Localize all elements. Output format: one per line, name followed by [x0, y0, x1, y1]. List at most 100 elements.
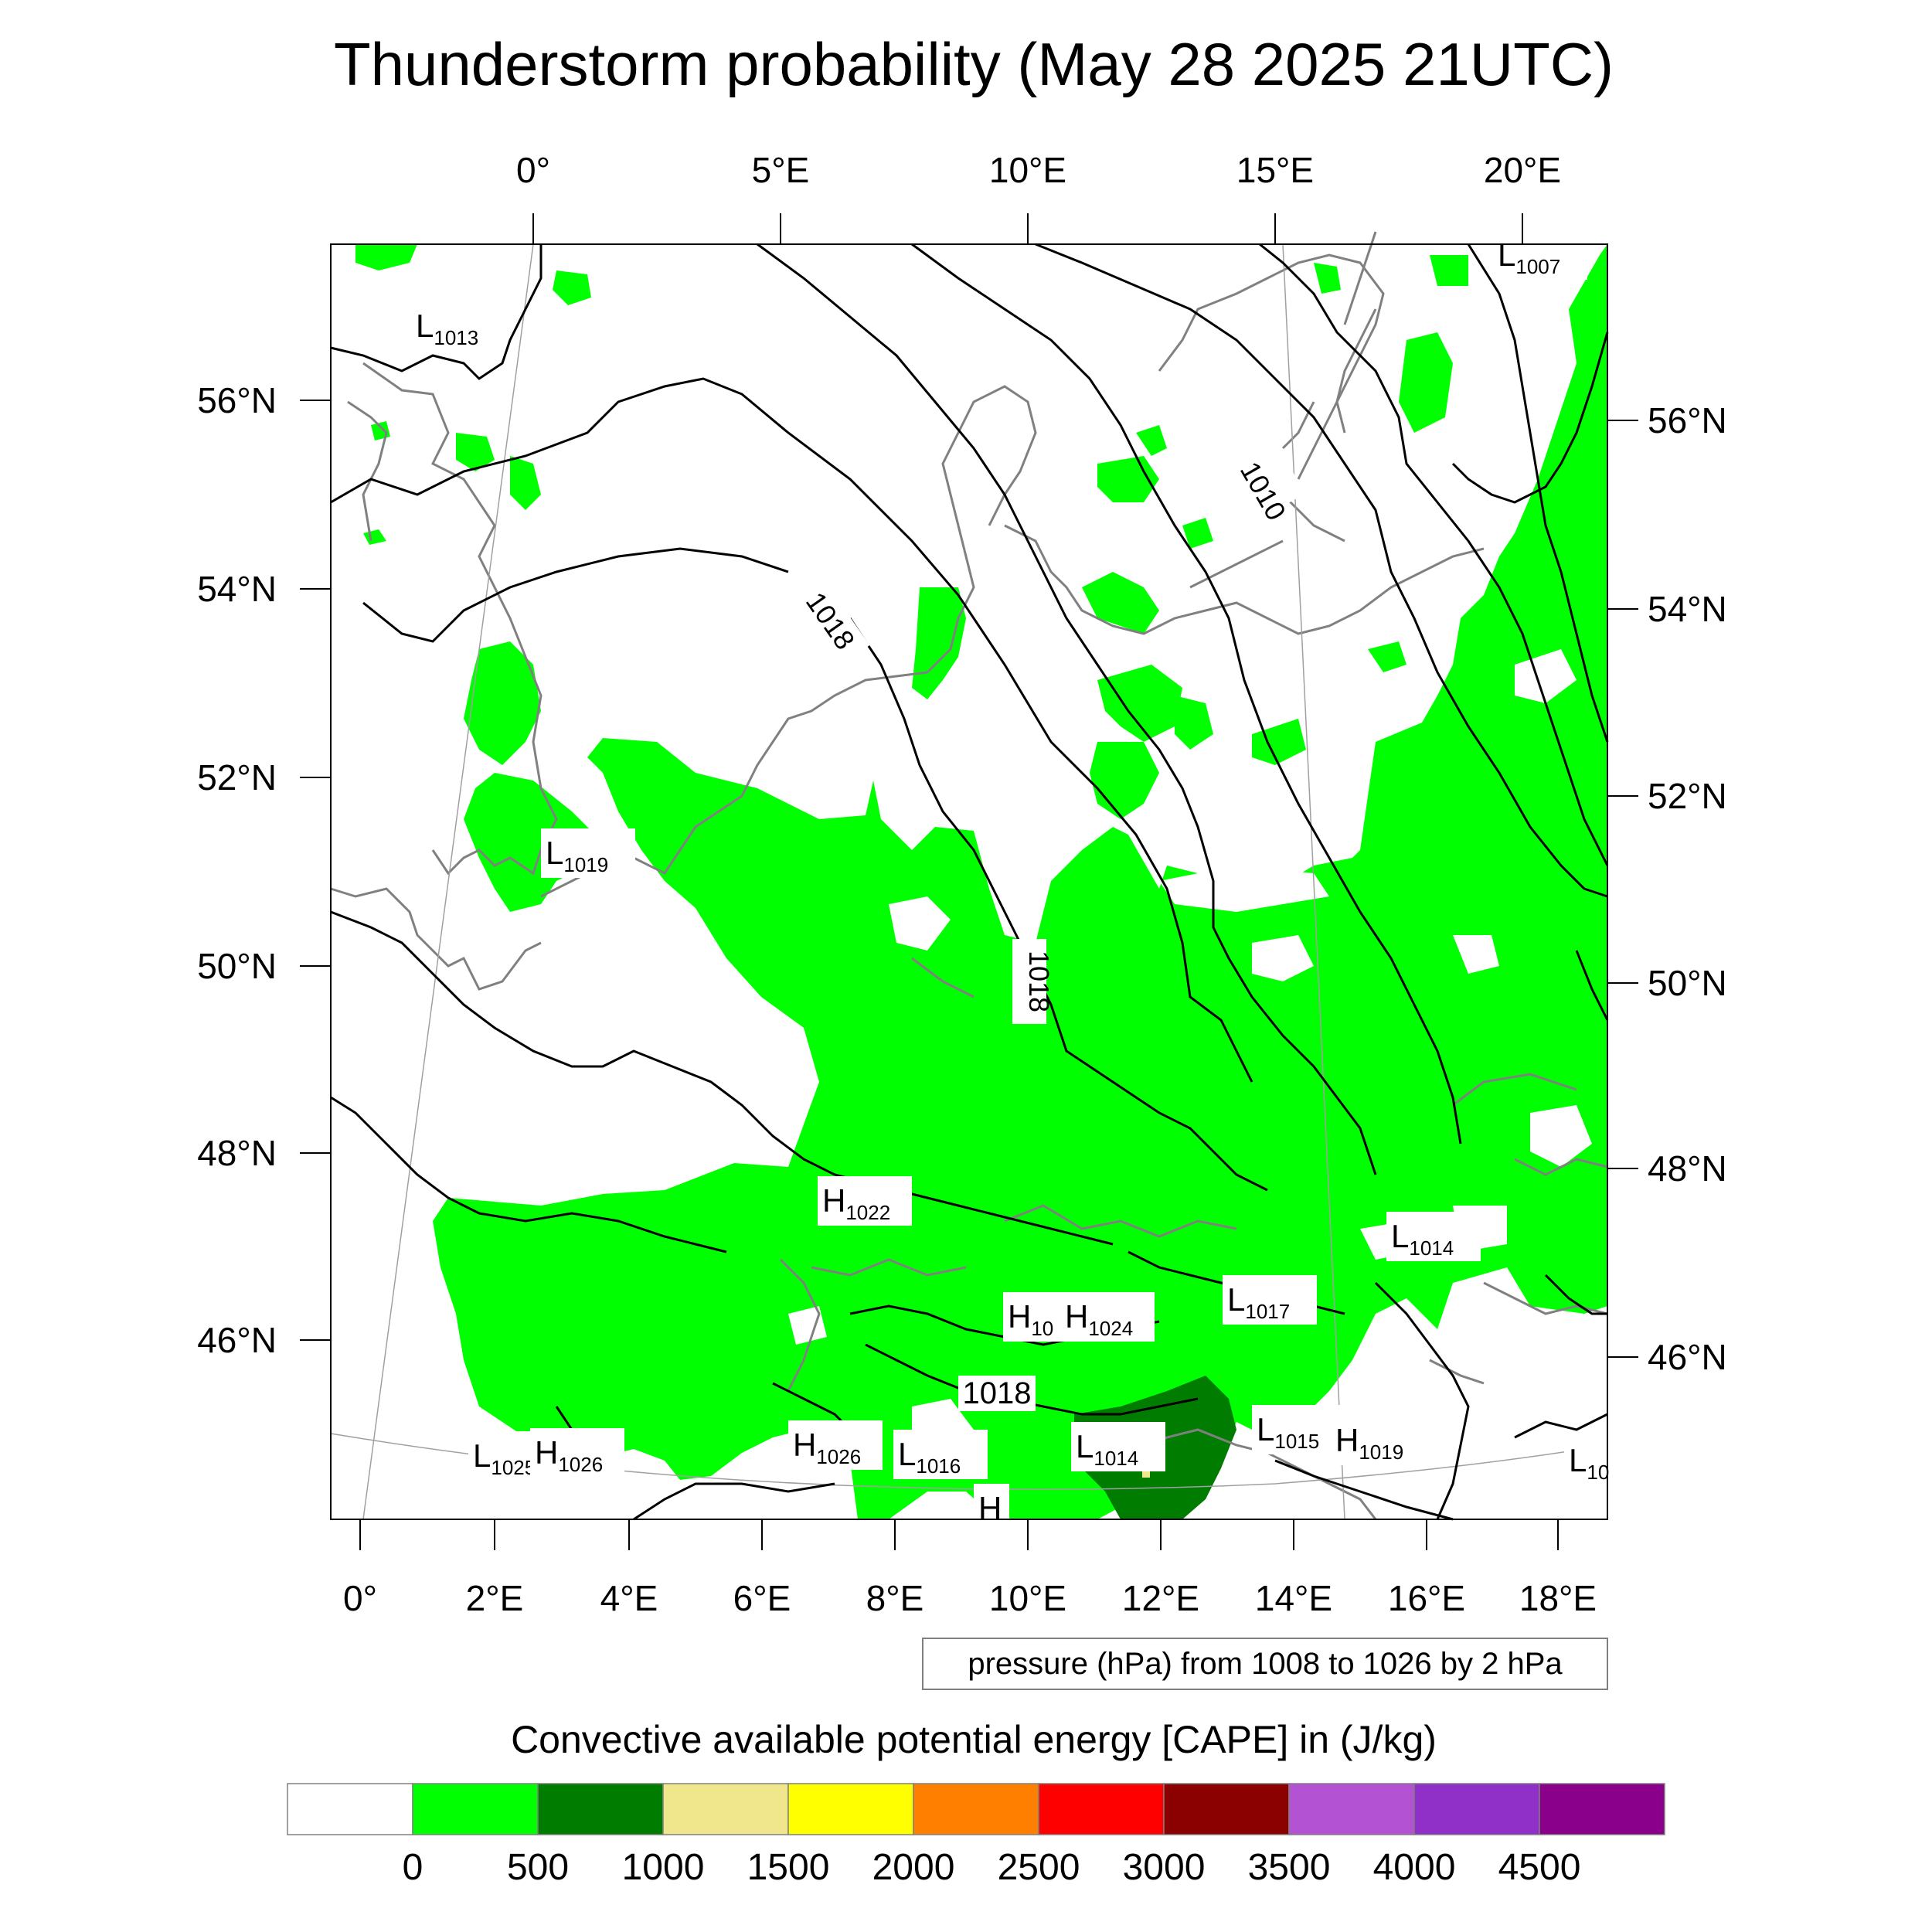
colorbar-tick-label: 4500	[1498, 1847, 1581, 1888]
coastlines	[330, 231, 1608, 1520]
pressure-note-text: pressure (hPa) from 1008 to 1026 by 2 hP…	[968, 1647, 1563, 1681]
pressure-center-value: 1016	[916, 1454, 961, 1478]
figure-title: Thunderstorm probability (May 28 2025 21…	[334, 30, 1614, 98]
pressure-center-value: 1025	[491, 1456, 536, 1479]
pressure-center-low: L1014	[1071, 1422, 1165, 1471]
left-lat-label: 52°N	[197, 757, 277, 798]
colorbar-box	[1288, 1783, 1415, 1835]
pressure-center-high: H	[974, 1484, 1009, 1533]
pressure-center-label: H1019	[1335, 1422, 1403, 1464]
left-lat-label: 54°N	[197, 569, 277, 609]
axis-ticks	[300, 213, 1638, 1550]
bottom-lon-label: 16°E	[1388, 1578, 1465, 1618]
colorbar-title: Convective available potential energy [C…	[511, 1718, 1437, 1761]
bottom-lon-label: 12°E	[1122, 1578, 1199, 1618]
contour-label-1018-central: 1018	[1023, 951, 1055, 1012]
top-lon-label: 20°E	[1484, 150, 1561, 190]
right-latitude-labels: 56°N 54°N 52°N 50°N 48°N 46°N	[1648, 400, 1727, 1377]
pressure-center-value: 10	[1031, 1317, 1053, 1340]
colorbar-box	[1163, 1783, 1290, 1835]
pressure-center-value: 1007	[1515, 255, 1560, 278]
map-border	[330, 243, 1608, 1520]
bottom-lon-label: 18°E	[1519, 1578, 1597, 1618]
colorbar-tick-label: 500	[507, 1847, 569, 1888]
pressure-center-high: H1022	[818, 1176, 912, 1226]
right-lat-label: 52°N	[1648, 776, 1727, 816]
colorbar-box	[787, 1783, 914, 1835]
pressure-center-value: 1019	[563, 853, 608, 876]
colorbar-boxes	[287, 1783, 1665, 1835]
pressure-center-high: H1026	[788, 1420, 883, 1470]
colorbar-tick-label: 1500	[747, 1847, 830, 1888]
pressure-center-low: L1014	[1386, 1212, 1481, 1261]
pressure-center-label: L1017	[1227, 1281, 1290, 1323]
right-lat-label: 48°N	[1648, 1148, 1727, 1189]
right-lat-label: 50°N	[1648, 963, 1727, 1003]
map-area: 1010 1018 1018 1018 L1007L1013L1019H1022…	[330, 230, 1629, 1533]
pressure-center-low: L10	[1564, 1436, 1629, 1485]
contour-label-1018-alps: 1018	[963, 1376, 1032, 1410]
pressure-center-high: H1019	[1331, 1416, 1425, 1465]
pressure-center-label: H1024	[1065, 1298, 1133, 1340]
pressure-center-label: H	[978, 1490, 1002, 1526]
bottom-lon-label: 8°E	[866, 1578, 924, 1618]
pressure-note: pressure (hPa) from 1008 to 1026 by 2 hP…	[922, 1638, 1608, 1690]
left-lat-label: 56°N	[197, 380, 277, 420]
left-lat-label: 50°N	[197, 946, 277, 986]
top-lon-label: 5°E	[752, 150, 810, 190]
colorbar-box	[537, 1783, 664, 1835]
pressure-center-label: L1013	[416, 308, 478, 349]
pressure-center-high: H1024	[1060, 1292, 1155, 1342]
pressure-center-value: 1026	[816, 1445, 861, 1468]
pressure-center-low: L1019	[541, 828, 635, 878]
colorbar-tick-label: 2000	[872, 1847, 955, 1888]
bottom-lon-label: 14°E	[1255, 1578, 1332, 1618]
colorbar-tick-label: 3000	[1123, 1847, 1206, 1888]
pressure-center-value: 10	[1587, 1461, 1609, 1484]
pressure-center-high: H1026	[530, 1428, 624, 1478]
bottom-lon-label: 6°E	[733, 1578, 791, 1618]
cape-shading-1000-1500	[1142, 1467, 1150, 1478]
colorbar-box	[1038, 1783, 1165, 1835]
bottom-lon-label: 4°E	[600, 1578, 658, 1618]
bottom-lon-label: 10°E	[989, 1578, 1066, 1618]
pressure-center-value: 1015	[1274, 1430, 1319, 1453]
colorbar-box	[1413, 1783, 1540, 1835]
colorbar-tick-labels: 0 500 1000 1500 2000 2500 3000 3500 4000 4500	[403, 1847, 1581, 1888]
colorbar-tick-label: 0	[403, 1847, 423, 1888]
pressure-center-value: 1013	[434, 326, 478, 349]
pressure-center-label: H1022	[822, 1182, 890, 1224]
bottom-lon-label: 2°E	[466, 1578, 524, 1618]
pressure-center-low: L1013	[411, 301, 505, 351]
colorbar-tick-label: 4000	[1373, 1847, 1456, 1888]
colorbar-box	[412, 1783, 539, 1835]
colorbar-box	[1539, 1783, 1665, 1835]
colorbar-box	[662, 1783, 789, 1835]
pressure-center-low: L1016	[893, 1430, 988, 1479]
colorbar-box	[913, 1783, 1039, 1835]
pressure-center-value: 1022	[845, 1201, 890, 1224]
top-lon-label: 0°	[516, 150, 550, 190]
right-lat-label: 56°N	[1648, 400, 1727, 440]
left-lat-label: 48°N	[197, 1133, 277, 1173]
left-latitude-labels: 56°N 54°N 52°N 50°N 48°N 46°N	[197, 380, 277, 1360]
colorbar-tick-label: 3500	[1248, 1847, 1331, 1888]
top-lon-label: 15°E	[1236, 150, 1314, 190]
bottom-longitude-labels: 0° 2°E 4°E 6°E 8°E 10°E 12°E 14°E 16°E 1…	[343, 1578, 1597, 1618]
top-lon-label: 10°E	[989, 150, 1066, 190]
colorbar: Convective available potential energy [C…	[287, 1718, 1665, 1888]
pressure-center-low: L1015	[1252, 1405, 1346, 1454]
pressure-center-value: 1014	[1094, 1447, 1138, 1470]
pressure-center-low: L1017	[1223, 1275, 1317, 1325]
colorbar-box	[287, 1783, 413, 1835]
top-longitude-labels: 0° 5°E 10°E 15°E 20°E	[516, 150, 1561, 190]
colorbar-tick-label: 2500	[998, 1847, 1080, 1888]
isobars	[330, 243, 1609, 1521]
left-lat-label: 46°N	[197, 1320, 277, 1360]
colorbar-tick-label: 1000	[622, 1847, 705, 1888]
contour-labels: 1010 1018 1018 1018	[791, 453, 1305, 1411]
pressure-center-high: H10	[1003, 1292, 1068, 1342]
right-lat-label: 46°N	[1648, 1337, 1727, 1377]
